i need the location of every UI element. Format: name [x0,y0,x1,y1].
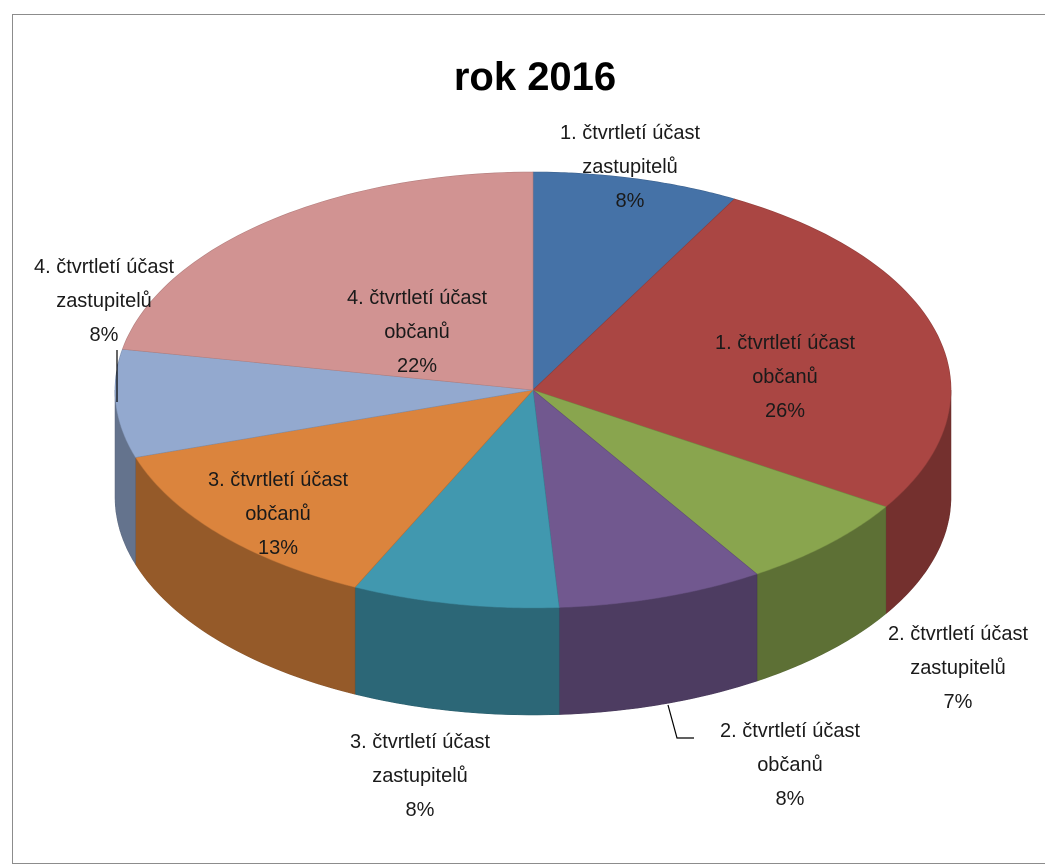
slice-label-line: 8% [406,799,435,821]
slice-label-line: občanů [757,754,823,776]
slice-label-line: 13% [258,537,298,559]
slice-label-line: 2. čtvrtletí účast [720,720,860,742]
slice-label-line: 8% [90,324,119,346]
slice-label-line: občanů [752,366,818,388]
leader-line [667,704,694,739]
slice-label-line: 26% [765,400,805,422]
pie-slice [532,171,735,391]
slice-label-line: občanů [245,503,311,525]
slice-label-line: 3. čtvrtletí účast [350,731,490,753]
leader-lines [116,350,694,739]
slice-label-line: zastupitelů [582,156,678,178]
pie-slice [532,389,887,575]
slice-label-line: 7% [944,691,973,713]
pie-slice [135,389,534,588]
slice-label-line: zastupitelů [910,657,1006,679]
slice-label-line: 8% [616,190,645,212]
pie-slice [532,198,952,508]
slice-label-line: 3. čtvrtletí účast [208,469,348,491]
slice-label-line: 1. čtvrtletí účast [560,122,700,144]
pie-slice [121,171,534,391]
slice-label: 1. čtvrtletí účast zastupitelů 8% [560,122,700,212]
slice-label-line: zastupitelů [56,290,152,312]
pie-tops [114,171,952,609]
slice-label-line: 4. čtvrtletí účast [34,256,174,278]
slice-label-line: 8% [776,788,805,810]
slice-label: 2. čtvrtletí účast zastupitelů 7% [888,623,1028,713]
pie-sides [114,390,952,716]
slice-label: 4. čtvrtletí účast zastupitelů 8% [34,256,174,346]
slice-labels: 1. čtvrtletí účast zastupitelů 8%1. čtvrtl… [34,122,1028,821]
slice-label: 3. čtvrtletí účast zastupitelů 8% [350,731,490,821]
slice-label-line: občanů [384,321,450,343]
slice-label-line: 22% [397,355,437,377]
pie-slice [532,389,758,608]
slice-label-line: 4. čtvrtletí účast [347,287,487,309]
chart-title: rok 2016 [454,55,616,99]
slice-label-line: zastupitelů [372,765,468,787]
slice-label-line: 1. čtvrtletí účast [715,332,855,354]
slice-label-line: 2. čtvrtletí účast [888,623,1028,645]
slice-label: 2. čtvrtletí účast občanů 8% [720,720,860,810]
slice-label: 1. čtvrtletí účast občanů 26% [715,332,855,422]
slice-label: 4. čtvrtletí účast občanů 22% [347,287,487,377]
pie-slice [354,389,560,609]
slice-label: 3. čtvrtletí účast občanů 13% [208,469,348,559]
